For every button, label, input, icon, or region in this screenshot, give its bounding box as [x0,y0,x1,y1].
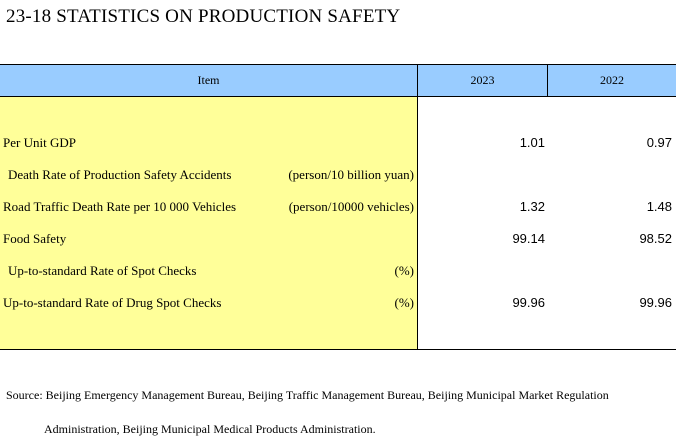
header-year-2023: 2023 [418,65,548,96]
row-label: Food Safety [3,231,67,246]
header-year-2022: 2022 [548,65,676,96]
table-row: Up-to-standard Rate of Spot Checks (%) [0,261,676,281]
table-header: Item 2023 2022 [0,65,676,97]
row-label: Death Rate of Production Safety Accident… [8,167,232,182]
table-row: Death Rate of Production Safety Accident… [0,165,676,185]
source-note-line2: Administration, Beijing Municipal Medica… [44,422,376,436]
value-2022: 1.48 [646,199,672,214]
row-unit: (person/10 billion yuan) [288,167,414,182]
value-2023: 99.96 [512,295,545,310]
value-column-background [418,97,676,349]
value-2022: 0.97 [646,135,672,150]
page-title: 23-18 STATISTICS ON PRODUCTION SAFETY [6,6,401,27]
table-row: Road Traffic Death Rate per 10 000 Vehic… [0,197,676,217]
table-row: Up-to-standard Rate of Drug Spot Checks (… [0,293,676,313]
source-note-line1: Source: Beijing Emergency Management Bur… [6,388,609,402]
header-item: Item [0,65,418,96]
value-2023: 1.32 [519,199,545,214]
item-column-background [0,97,418,349]
value-2023: 99.14 [512,231,545,246]
value-2022: 99.96 [639,295,672,310]
row-unit: (%) [394,263,415,278]
row-label: Road Traffic Death Rate per 10 000 Vehic… [3,199,237,214]
table-row: Food Safety 99.14 98.52 [0,229,676,249]
row-label: Up-to-standard Rate of Drug Spot Checks [3,295,222,310]
row-label: Per Unit GDP [3,135,76,150]
value-2023: 1.01 [519,135,545,150]
row-unit: (person/10000 vehicles) [288,199,414,214]
row-label: Up-to-standard Rate of Spot Checks [8,263,197,278]
statistics-table: Item 2023 2022 Per Unit GDP 1.01 0.97 Death… [0,64,676,350]
value-2022: 98.52 [639,231,672,246]
table-row: Per Unit GDP 1.01 0.97 [0,133,676,153]
row-unit: (%) [394,295,415,310]
